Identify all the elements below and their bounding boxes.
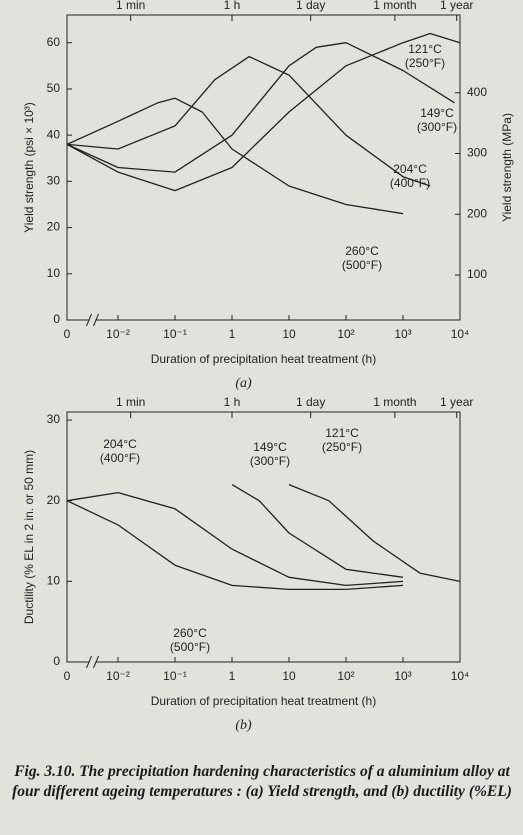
y2-tick-label: 400 — [467, 85, 487, 99]
x-tick-label: 10⁻² — [106, 327, 130, 341]
series-label-f: (500°F) — [342, 258, 382, 272]
series-label: 260°C — [173, 626, 207, 640]
y-tick-label: 10 — [47, 266, 61, 280]
x-tick-label: 1 — [229, 327, 236, 341]
x-axis-title: Duration of precipitation heat treatment… — [151, 352, 376, 366]
y-tick-label: 10 — [47, 574, 61, 588]
y-axis-title: Ductility (% EL in 2 in. or 50 mm) — [22, 450, 36, 624]
series-label: 204°C — [103, 437, 137, 451]
series-label-f: (250°F) — [405, 56, 445, 70]
panel-label: (b) — [235, 718, 252, 733]
axis-break-gap — [89, 314, 96, 326]
series-label-f: (500°F) — [170, 640, 210, 654]
axis-break — [93, 655, 99, 669]
y2-tick-label: 100 — [467, 267, 487, 281]
series-label: 260°C — [345, 244, 379, 258]
y-tick-label: 50 — [47, 81, 61, 95]
y-tick-label: 30 — [47, 412, 61, 426]
y-tick-label: 30 — [47, 174, 61, 188]
series-label: 149°C — [253, 440, 287, 454]
x-tick-label: 10⁴ — [451, 327, 470, 341]
x-tick-label: 10³ — [394, 327, 411, 341]
x-tick-label: 10⁻¹ — [163, 669, 187, 683]
x-tick-label: 10 — [282, 327, 296, 341]
x2-tick-label: 1 min — [116, 395, 145, 409]
x2-tick-label: 1 day — [296, 0, 325, 12]
series-line — [66, 97, 404, 215]
series-line — [66, 500, 404, 591]
plot-frame — [66, 411, 461, 663]
x-tick-label: 10⁻² — [106, 669, 130, 683]
series-label-f: (300°F) — [250, 454, 290, 468]
axis-break-gap — [89, 656, 96, 668]
series-label-f: (400°F) — [390, 176, 430, 190]
x-tick-label: 10⁻¹ — [163, 327, 187, 341]
y2-tick-label: 200 — [467, 206, 487, 220]
series-label-f: (250°F) — [322, 440, 362, 454]
panel-label: (a) — [235, 376, 252, 391]
x2-tick-label: 1 min — [116, 0, 145, 12]
x2-tick-label: 1 year — [440, 395, 473, 409]
series-label: 149°C — [420, 106, 454, 120]
y-tick-label: 20 — [47, 493, 61, 507]
y-tick-label: 20 — [47, 220, 61, 234]
series-line — [231, 484, 404, 578]
series-label-f: (300°F) — [417, 120, 457, 134]
series-label: 204°C — [393, 162, 427, 176]
series-label: 121°C — [325, 426, 359, 440]
y-tick-label: 40 — [47, 127, 61, 141]
x2-tick-label: 1 year — [440, 0, 473, 12]
x-tick-label: 1 — [229, 669, 236, 683]
x2-tick-label: 1 month — [373, 395, 416, 409]
x2-tick-label: 1 h — [224, 0, 241, 12]
axis-break — [86, 313, 92, 327]
y-tick-label: 60 — [47, 35, 61, 49]
series-line — [66, 32, 461, 192]
y-tick-label: 0 — [53, 654, 60, 668]
series-label: 121°C — [408, 42, 442, 56]
series-line — [66, 55, 431, 187]
axis-break — [86, 655, 92, 669]
x-tick-label: 0 — [64, 669, 71, 683]
caption: Fig. 3.10. The precipitation hardening c… — [12, 763, 512, 800]
x2-tick-label: 1 month — [373, 0, 416, 12]
x-tick-label: 10³ — [394, 669, 411, 683]
series-label-f: (400°F) — [100, 451, 140, 465]
x2-tick-label: 1 h — [224, 395, 241, 409]
series-line — [288, 483, 461, 583]
axis-break — [93, 313, 99, 327]
x2-tick-label: 1 day — [296, 395, 325, 409]
series-line — [66, 42, 455, 173]
x-tick-label: 10² — [337, 327, 354, 341]
series-line — [66, 491, 404, 587]
y2-axis-title: Yield strength (MPa) — [500, 113, 514, 222]
plot-frame — [66, 14, 461, 321]
x-tick-label: 10² — [337, 669, 354, 683]
y-axis-title: Yield strength (psi × 10³) — [22, 102, 36, 233]
x-tick-label: 0 — [64, 327, 71, 341]
x-tick-label: 10 — [282, 669, 296, 683]
y-tick-label: 0 — [53, 312, 60, 326]
x-axis-title: Duration of precipitation heat treatment… — [151, 694, 376, 708]
x-tick-label: 10⁴ — [451, 669, 470, 683]
y2-tick-label: 300 — [467, 146, 487, 160]
